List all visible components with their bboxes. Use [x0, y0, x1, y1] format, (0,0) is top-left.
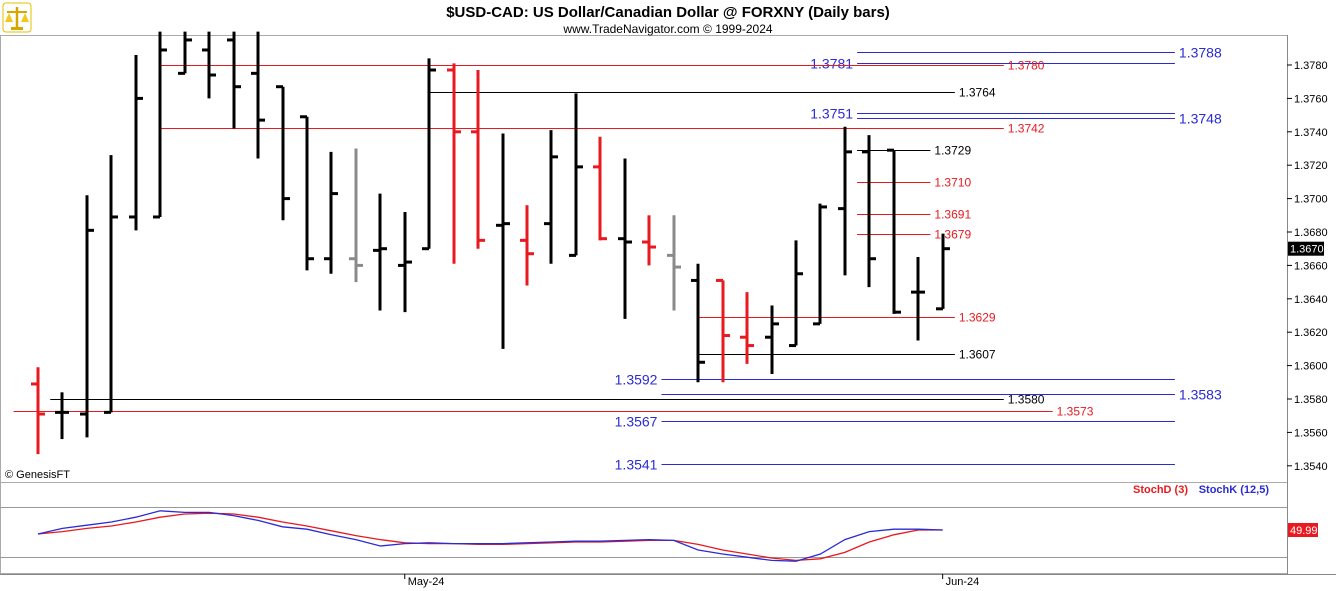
stoch-value-tag: 49.99	[1288, 523, 1318, 538]
level-label: 1.3592	[615, 372, 658, 388]
y-tick-label: 1.3660	[1294, 260, 1328, 272]
y-tick-label: 1.3680	[1294, 227, 1328, 239]
price-bar	[227, 31, 241, 129]
x-tick-label: Jun-24	[946, 576, 980, 588]
y-tick-label: 1.3620	[1294, 327, 1328, 339]
chart-title: $USD-CAD: US Dollar/Canadian Dollar @ FO…	[446, 4, 890, 21]
x-axis: May-24 Jun-24	[404, 574, 980, 588]
legend-stochd: StochD (3)	[1133, 484, 1188, 496]
level-label: 1.3751	[810, 106, 853, 122]
price-bars	[31, 31, 950, 455]
level-label: 1.3573	[1057, 405, 1094, 419]
price-bar	[447, 63, 461, 264]
y-tick-label: 1.3640	[1294, 294, 1328, 306]
legend-stochk: StochK (12,5)	[1199, 484, 1270, 496]
price-panel	[0, 35, 1288, 483]
price-bar	[178, 31, 192, 75]
price-bar	[129, 54, 143, 231]
y-axis: 1.3540 1.3560 1.3580 1.3600 1.3620 1.3640 1.36…	[1287, 60, 1328, 473]
price-bar	[911, 257, 925, 341]
price-bar	[740, 292, 754, 364]
y-tick-label: 1.3540	[1294, 461, 1328, 473]
price-bar	[398, 211, 412, 313]
price-bar	[691, 263, 705, 383]
price-bar	[31, 367, 45, 455]
price-bar	[936, 233, 950, 311]
y-tick-label: 1.3560	[1294, 427, 1328, 439]
price-bar	[593, 136, 607, 241]
level-label: 1.3583	[1179, 387, 1222, 403]
chart-subtitle: www.TradeNavigator.com © 1999-2024	[562, 22, 772, 36]
stoch-d-line	[37, 512, 943, 562]
x-tick-label: May-24	[408, 576, 445, 588]
last-price-box	[1288, 241, 1324, 256]
level-label: 1.3710	[934, 176, 971, 190]
price-bar	[55, 392, 69, 440]
price-bar	[667, 215, 681, 311]
price-bar	[251, 31, 265, 159]
level-label: 1.3748	[1179, 111, 1222, 127]
y-tick-label: 1.3580	[1294, 394, 1328, 406]
level-label: 1.3580	[1008, 393, 1045, 407]
price-bar	[838, 126, 852, 276]
level-label: 1.3729	[934, 144, 971, 158]
y-tick-label: 1.3600	[1294, 361, 1328, 373]
price-bar	[813, 203, 827, 326]
price-bar	[422, 58, 436, 251]
price-bar	[153, 31, 167, 219]
price-bar	[862, 135, 876, 288]
price-bar	[716, 278, 730, 383]
stochastic-lines	[37, 510, 943, 562]
price-bar	[887, 148, 901, 314]
level-label: 1.3788	[1179, 45, 1222, 61]
logo-icon	[2, 2, 32, 33]
price-bar	[80, 195, 94, 438]
level-label: 1.3781	[810, 56, 853, 72]
level-lines: 1.3788 1.3781 1.3780 1.3764 1.3751 1.3748 1.37…	[13, 45, 1222, 473]
level-label: 1.3764	[959, 86, 996, 100]
price-bar	[496, 133, 510, 349]
stoch-k-line	[37, 510, 943, 562]
y-tick-label: 1.3740	[1294, 127, 1328, 139]
price-bar	[300, 115, 314, 271]
price-bar	[618, 158, 632, 319]
price-bar	[642, 215, 656, 266]
level-label: 1.3679	[934, 228, 971, 242]
y-tick-label: 1.3780	[1294, 60, 1328, 72]
level-label: 1.3691	[934, 208, 971, 222]
price-bar	[765, 305, 779, 374]
level-label: 1.3629	[959, 311, 996, 325]
stochastic-panel	[0, 482, 1288, 574]
price-bar	[349, 148, 363, 283]
y-tick-label: 1.3720	[1294, 160, 1328, 172]
stoch-value-label: 49.99	[1290, 525, 1318, 537]
price-bar	[789, 240, 803, 348]
level-label: 1.3567	[615, 414, 658, 430]
level-label: 1.3780	[1008, 59, 1045, 73]
last-price-tag: 1.3670	[1288, 241, 1324, 256]
price-bar	[202, 31, 216, 99]
level-label: 1.3607	[959, 348, 996, 362]
last-price-label: 1.3670	[1290, 244, 1324, 256]
stoch-value-box	[1288, 523, 1318, 538]
price-bar	[104, 155, 118, 414]
y-tick-label: 1.3700	[1294, 194, 1328, 206]
price-bar	[276, 85, 290, 221]
price-bar	[471, 70, 485, 249]
price-bar	[520, 205, 534, 286]
price-bar	[373, 193, 387, 311]
watermark: © GenesisFT	[5, 469, 70, 481]
y-tick-label: 1.3760	[1294, 93, 1328, 105]
level-label: 1.3541	[615, 457, 658, 473]
price-bar	[544, 130, 558, 264]
price-bar	[569, 93, 583, 257]
level-label: 1.3742	[1008, 122, 1045, 136]
price-bar	[324, 151, 338, 274]
